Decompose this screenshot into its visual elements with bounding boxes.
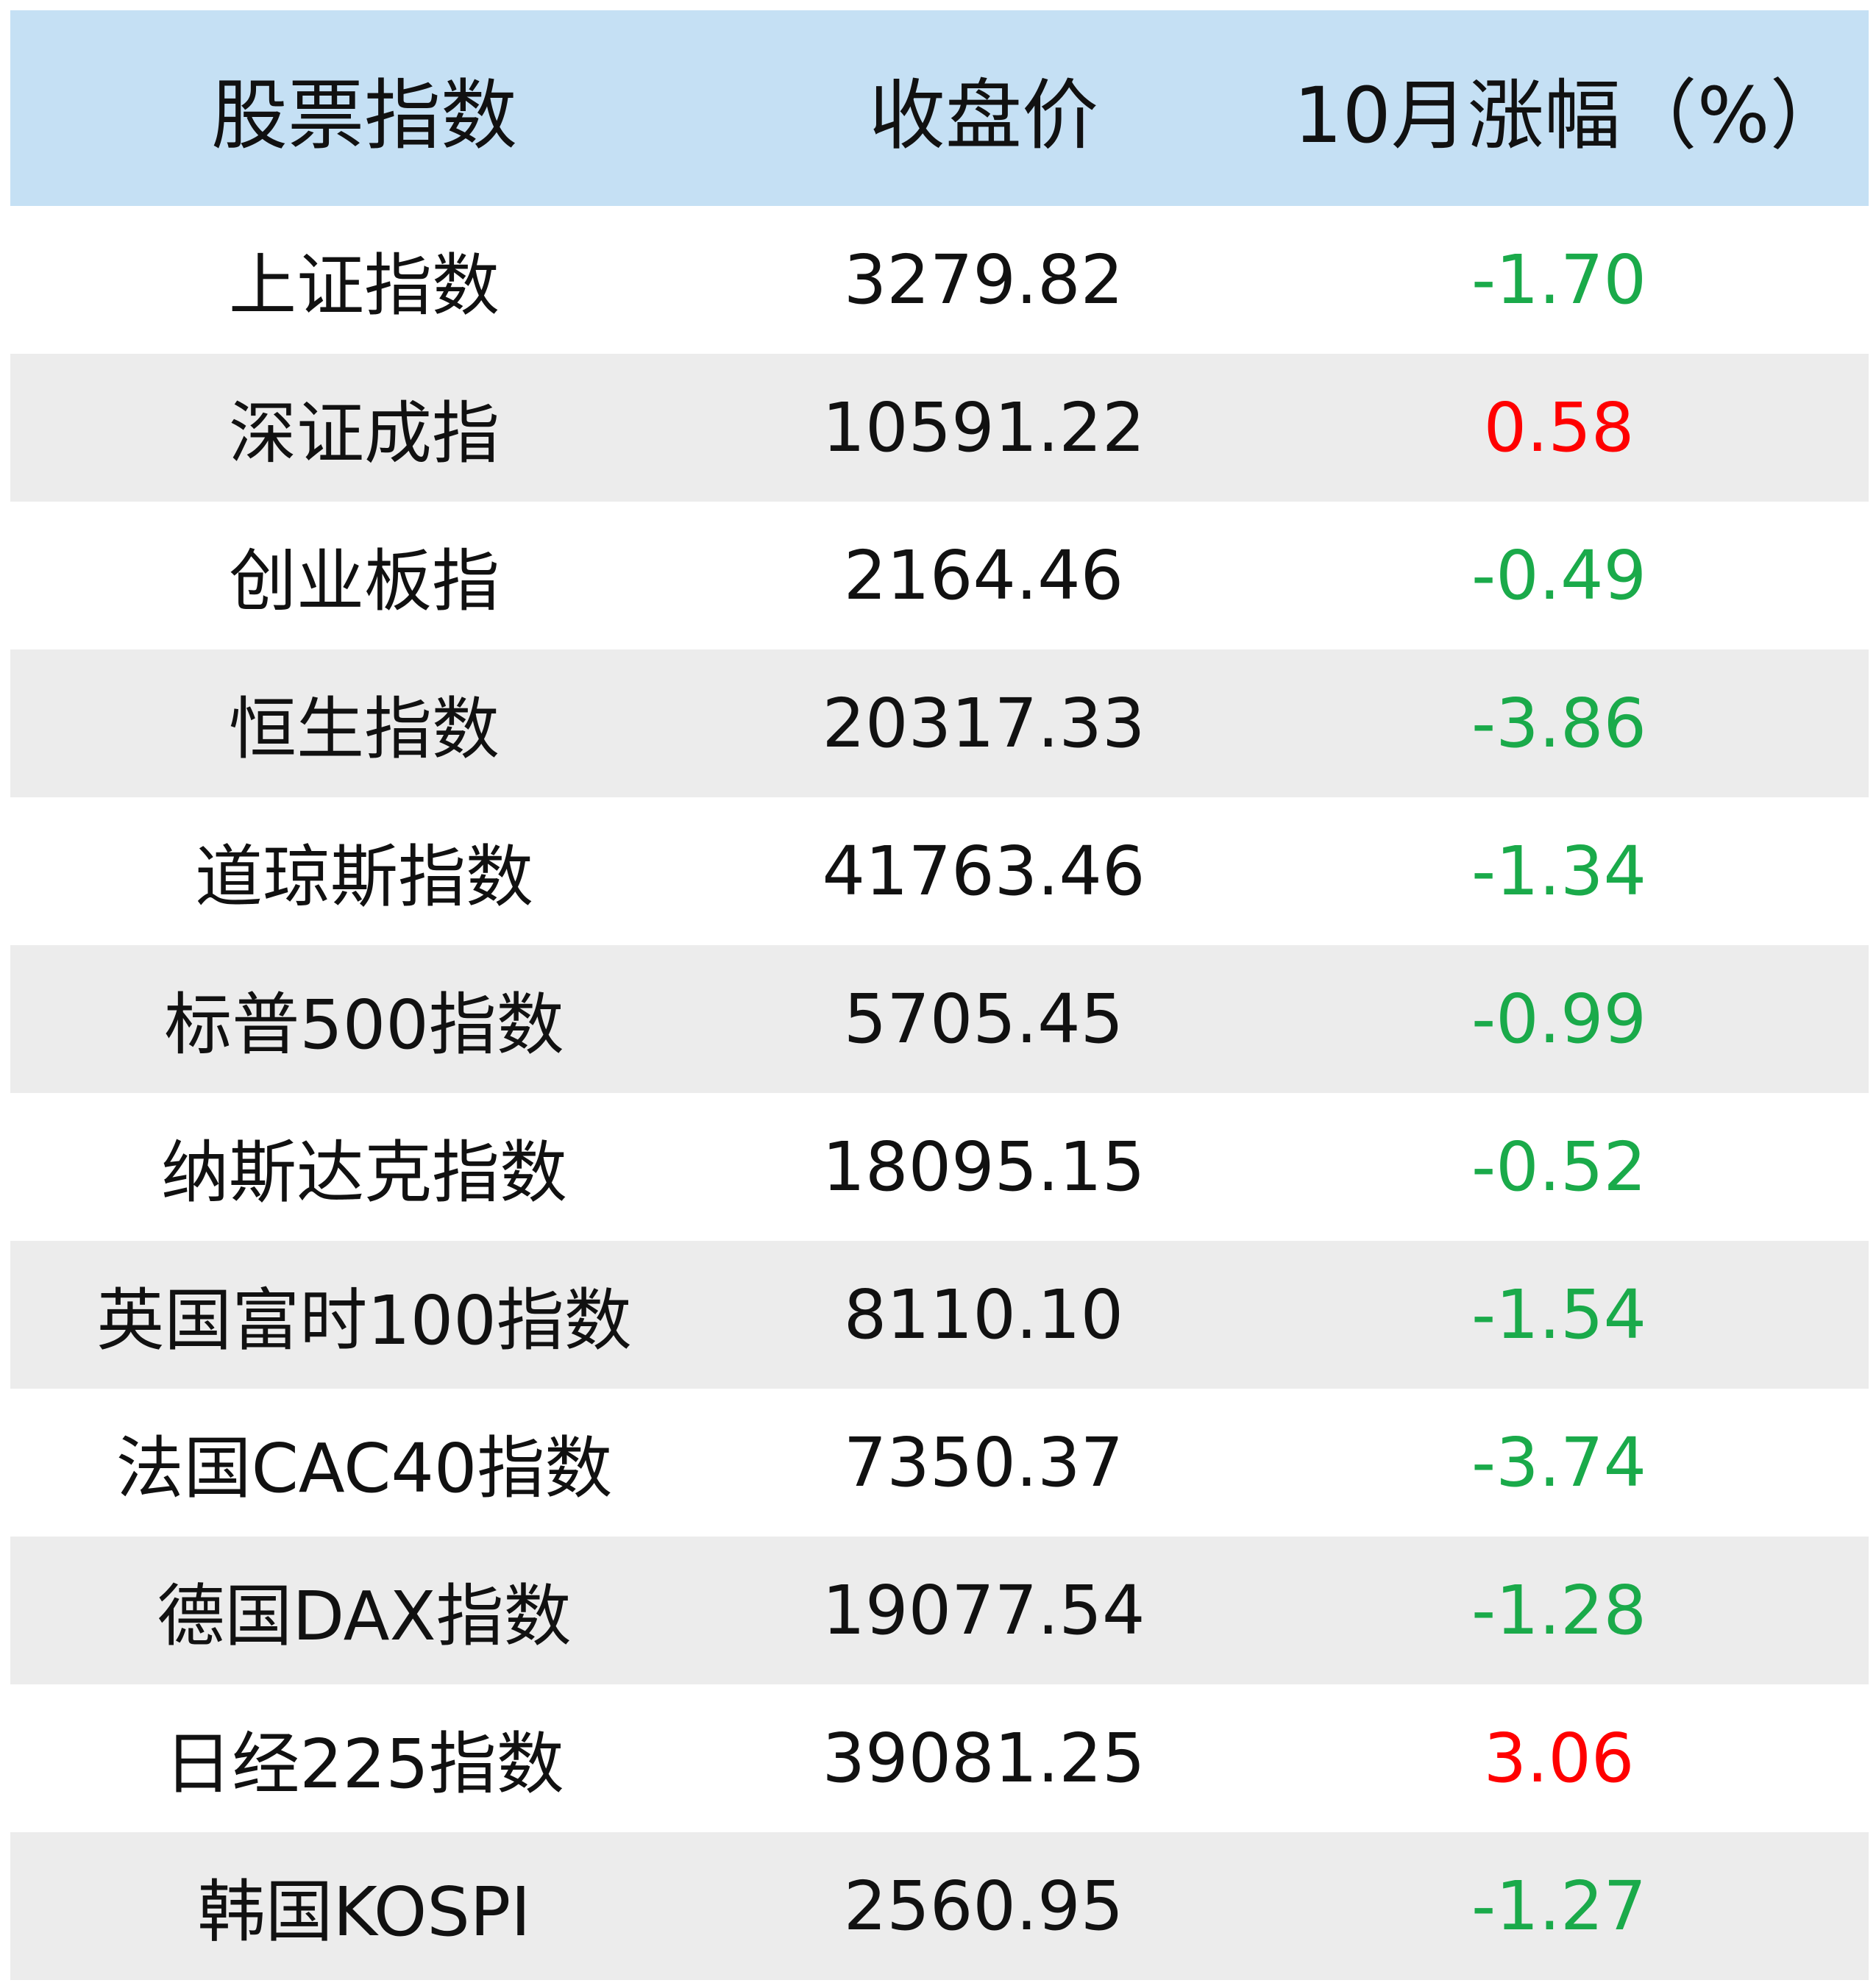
index-table: 股票指数 收盘价 10月涨幅（%） 上证指数 3279.82 -1.70 深证成…: [10, 10, 1869, 1980]
close-price: 41763.46: [822, 832, 1145, 911]
close-price: 10591.22: [822, 388, 1145, 467]
index-name: 深证成指: [228, 394, 500, 473]
index-name: 日经225指数: [164, 1725, 564, 1804]
index-name: 上证指数: [228, 246, 500, 325]
close-price: 18095.15: [822, 1128, 1145, 1206]
table-row: 日经225指数 39081.25 3.06: [10, 1684, 1869, 1832]
october-change: -3.86: [1471, 684, 1647, 763]
table-row: 纳斯达克指数 18095.15 -0.52: [10, 1093, 1869, 1241]
close-price: 19077.54: [822, 1571, 1145, 1650]
index-name: 纳斯达克指数: [160, 1133, 567, 1212]
october-change: -1.27: [1471, 1867, 1647, 1945]
index-name: 创业板指: [228, 542, 500, 621]
close-price: 2560.95: [843, 1867, 1124, 1945]
index-name: 恒生指数: [228, 690, 500, 769]
october-change: -0.52: [1471, 1128, 1647, 1206]
index-name: 道琼斯指数: [194, 838, 533, 916]
table-row: 韩国KOSPI 2560.95 -1.27: [10, 1832, 1869, 1980]
table-row: 道琼斯指数 41763.46 -1.34: [10, 797, 1869, 945]
table-row: 深证成指 10591.22 0.58: [10, 354, 1869, 502]
index-name: 德国DAX指数: [157, 1577, 572, 1656]
index-name: 韩国KOSPI: [197, 1873, 531, 1951]
table-row: 恒生指数 20317.33 -3.86: [10, 649, 1869, 797]
close-price: 20317.33: [822, 684, 1145, 763]
header-index-name: 股票指数: [210, 70, 517, 160]
index-name: 标普500指数: [164, 986, 564, 1064]
close-price: 2164.46: [843, 536, 1124, 615]
header-october-change: 10月涨幅（%）: [1293, 70, 1847, 160]
october-change: -1.34: [1471, 832, 1647, 911]
close-price: 39081.25: [822, 1719, 1145, 1798]
table-row: 英国富时100指数 8110.10 -1.54: [10, 1241, 1869, 1389]
table-row: 标普500指数 5705.45 -0.99: [10, 945, 1869, 1093]
table-row: 法国CAC40指数 7350.37 -3.74: [10, 1389, 1869, 1537]
october-change: 0.58: [1483, 388, 1635, 467]
october-change: -1.54: [1471, 1275, 1647, 1354]
close-price: 3279.82: [843, 241, 1124, 319]
close-price: 7350.37: [843, 1423, 1124, 1502]
october-change: -3.74: [1471, 1423, 1647, 1502]
close-price: 8110.10: [843, 1275, 1124, 1354]
close-price: 5705.45: [843, 980, 1124, 1058]
table-row: 德国DAX指数 19077.54 -1.28: [10, 1537, 1869, 1684]
october-change: -0.99: [1471, 980, 1647, 1058]
october-change: -1.28: [1471, 1571, 1647, 1650]
index-name: 法国CAC40指数: [116, 1429, 613, 1508]
october-change: -0.49: [1471, 536, 1647, 615]
table-row: 上证指数 3279.82 -1.70: [10, 206, 1869, 354]
october-change: 3.06: [1483, 1719, 1635, 1798]
table-header: 股票指数 收盘价 10月涨幅（%）: [10, 10, 1869, 206]
october-change: -1.70: [1471, 241, 1647, 319]
index-name: 英国富时100指数: [96, 1281, 632, 1360]
table-row: 创业板指 2164.46 -0.49: [10, 502, 1869, 649]
header-close-price: 收盘价: [868, 70, 1098, 160]
